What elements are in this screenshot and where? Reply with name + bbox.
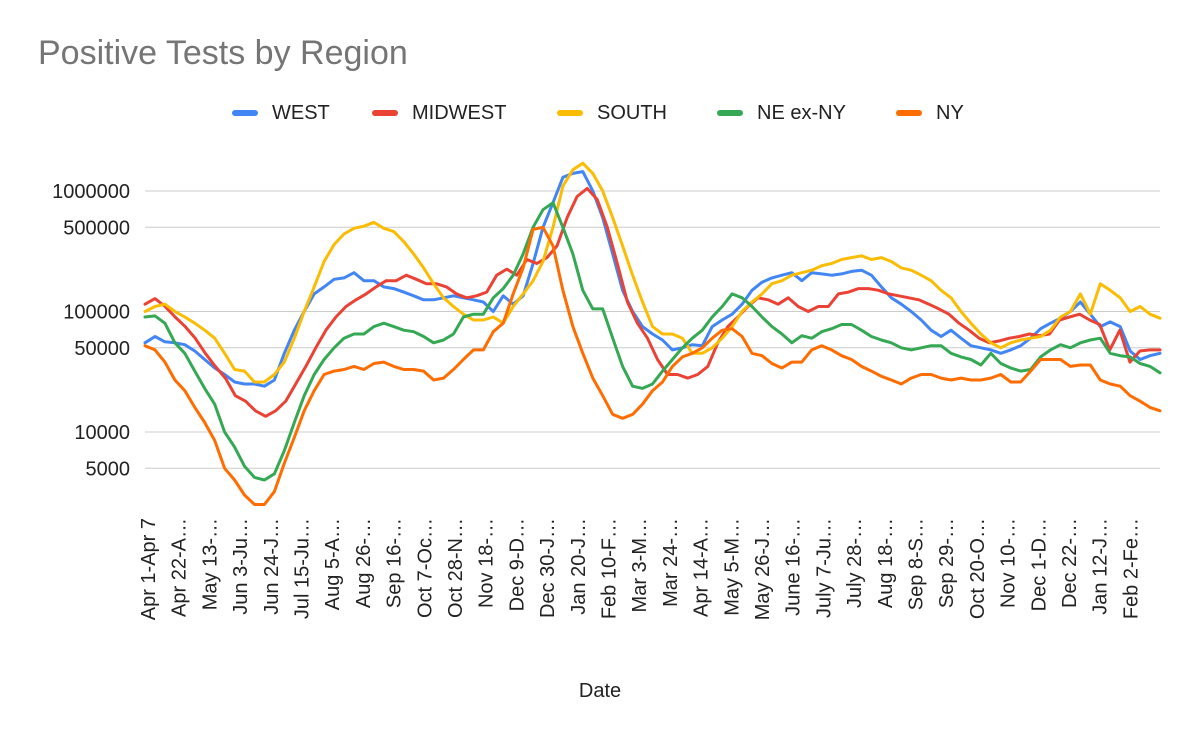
x-tick-label: Sep 29-… <box>936 518 958 608</box>
legend-label: MIDWEST <box>412 101 507 124</box>
y-axis-ticks: 5000 10000 50000 100000 500000 1000000 <box>52 181 130 480</box>
legend-item-ne-ex-ny: NE ex-NY <box>717 98 846 128</box>
x-tick-label: Jan 12-J… <box>1090 518 1112 615</box>
x-tick-label: Mar 3-M… <box>629 518 651 612</box>
y-tick-label: 1000000 <box>52 181 130 203</box>
legend-item-south: SOUTH <box>557 98 667 128</box>
x-tick-label: Feb 10-F… <box>599 518 621 619</box>
x-tick-label: Sep 16-… <box>384 518 406 608</box>
y-tick-label: 5000 <box>86 458 131 480</box>
x-tick-label: Nov 10-… <box>998 518 1020 608</box>
legend-item-west: WEST <box>232 98 330 128</box>
x-tick-label: May 13-… <box>199 518 221 610</box>
x-tick-label: May 26-J… <box>752 518 774 620</box>
legend-swatch <box>232 110 258 116</box>
x-tick-label: Apr 22-A… <box>169 518 191 617</box>
x-tick-label: Mar 24-… <box>660 518 682 607</box>
legend-swatch <box>557 110 583 116</box>
x-tick-label: Nov 18-… <box>476 518 498 608</box>
y-tick-label: 100000 <box>63 302 130 324</box>
legend-label: SOUTH <box>597 101 667 124</box>
x-tick-label: Aug 5-A… <box>322 518 344 610</box>
series-lines <box>143 161 1162 506</box>
y-tick-label: 10000 <box>74 422 130 444</box>
legend-label: WEST <box>272 101 330 124</box>
x-tick-label: Sep 8-S… <box>906 518 928 610</box>
legend-item-ny: NY <box>896 98 964 128</box>
x-tick-label: Aug 18-… <box>875 518 897 608</box>
series-line-ny <box>143 225 1162 506</box>
series-line-ne-ex-ny <box>143 201 1162 482</box>
x-tick-label: Jun 24-J… <box>261 518 283 615</box>
legend: WEST MIDWEST SOUTH NE ex-NY NY <box>0 98 1200 128</box>
legend-swatch <box>896 110 922 116</box>
x-tick-label: May 5-M… <box>721 518 743 616</box>
series-line-south <box>143 161 1162 384</box>
x-tick-label: July 28-… <box>844 518 866 608</box>
x-tick-label: Dec 1-D… <box>1028 518 1050 611</box>
y-tick-label: 500000 <box>63 217 130 239</box>
legend-item-midwest: MIDWEST <box>372 98 506 128</box>
x-axis-ticks: Apr 1-Apr 7 Apr 22-A… May 13-… Jun 3-Ju… Jun… <box>138 518 1142 620</box>
x-tick-label: Dec 30-J… <box>537 518 559 618</box>
x-tick-label: Aug 26-… <box>353 518 375 608</box>
x-tick-label: Jan 20-J… <box>568 518 590 615</box>
x-tick-label: Oct 20-O… <box>967 518 989 619</box>
x-tick-label: Apr 1-Apr 7 <box>138 518 160 620</box>
x-tick-label: June 16-… <box>783 518 805 616</box>
x-tick-label: Oct 28-N… <box>445 518 467 618</box>
x-tick-label: Jun 3-Ju… <box>230 518 252 615</box>
x-tick-label: Jul 15-Ju… <box>292 518 314 619</box>
x-tick-label: Feb 2-Fe… <box>1120 518 1142 619</box>
series-line-west <box>143 170 1162 388</box>
x-tick-label: Apr 14-A… <box>691 518 713 617</box>
x-tick-label: July 7-Ju… <box>813 518 835 618</box>
x-tick-label: Dec 9-D… <box>506 518 528 611</box>
x-axis-title: Date <box>578 680 622 702</box>
y-tick-label: 50000 <box>74 338 130 360</box>
x-tick-label: Oct 7-Oc… <box>414 518 436 618</box>
x-tick-label: Dec 22-… <box>1059 518 1081 608</box>
legend-swatch <box>717 110 743 116</box>
legend-label: NE ex-NY <box>757 101 846 124</box>
legend-label: NY <box>936 101 964 124</box>
chart-title: Positive Tests by Region <box>38 34 408 72</box>
legend-swatch <box>372 110 398 116</box>
